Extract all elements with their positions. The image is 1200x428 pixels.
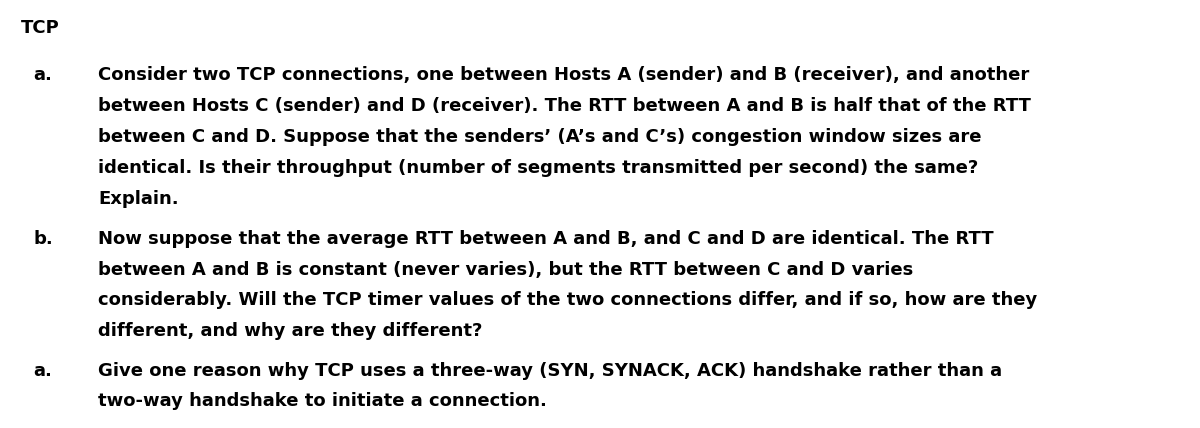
Text: TCP: TCP <box>20 19 59 37</box>
Text: Now suppose that the average RTT between A and B, and C and D are identical. The: Now suppose that the average RTT between… <box>98 230 994 248</box>
Text: identical. Is their throughput (number of segments transmitted per second) the s: identical. Is their throughput (number o… <box>98 159 979 177</box>
Text: a.: a. <box>34 66 53 84</box>
Text: different, and why are they different?: different, and why are they different? <box>98 322 482 340</box>
Text: considerably. Will the TCP timer values of the two connections differ, and if so: considerably. Will the TCP timer values … <box>98 291 1038 309</box>
Text: a.: a. <box>34 362 53 380</box>
Text: b.: b. <box>34 230 53 248</box>
Text: between A and B is constant (never varies), but the RTT between C and D varies: between A and B is constant (never varie… <box>98 261 913 279</box>
Text: between C and D. Suppose that the senders’ (A’s and C’s) congestion window sizes: between C and D. Suppose that the sender… <box>98 128 982 146</box>
Text: Consider two TCP connections, one between Hosts A (sender) and B (receiver), and: Consider two TCP connections, one betwee… <box>98 66 1030 84</box>
Text: between Hosts C (sender) and D (receiver). The RTT between A and B is half that : between Hosts C (sender) and D (receiver… <box>98 97 1031 115</box>
Text: Give one reason why TCP uses a three-way (SYN, SYNACK, ACK) handshake rather tha: Give one reason why TCP uses a three-way… <box>98 362 1002 380</box>
Text: two-way handshake to initiate a connection.: two-way handshake to initiate a connecti… <box>98 392 547 410</box>
Text: Explain.: Explain. <box>98 190 179 208</box>
